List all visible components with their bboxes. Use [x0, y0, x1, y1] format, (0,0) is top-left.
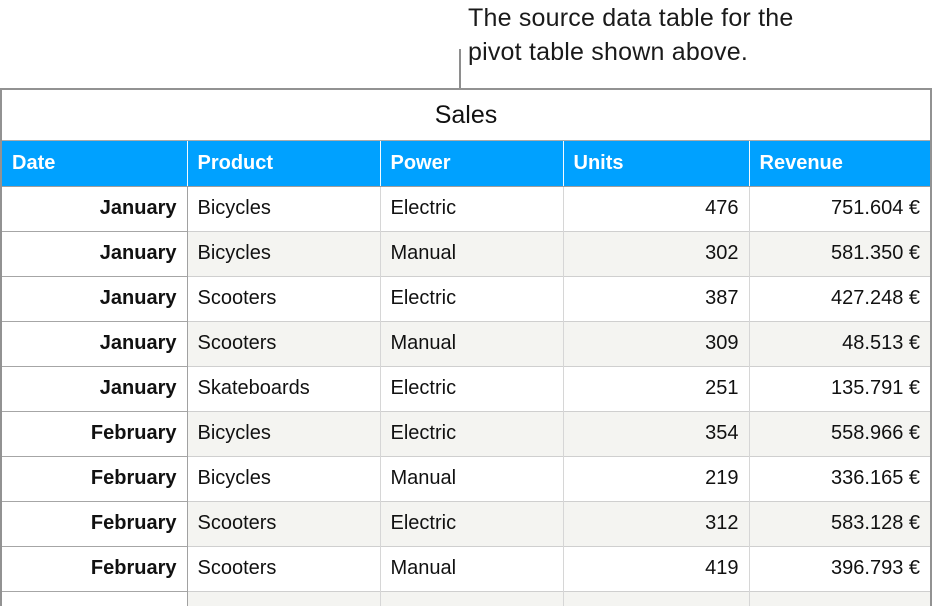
revenue-cell[interactable]: 583.128 €	[749, 500, 930, 546]
date-cell[interactable]: February	[2, 410, 188, 456]
power-cell[interactable]: Manual	[380, 545, 564, 591]
caption-connector-line	[459, 49, 461, 88]
power-cell[interactable]: Manual	[380, 320, 564, 366]
product-cell[interactable]: Scooters	[187, 545, 381, 591]
date-cell[interactable]: January	[2, 230, 188, 276]
units-cell[interactable]: 302	[563, 230, 750, 276]
table-row: February Bicycles Manual 219 336.165 €	[2, 455, 930, 501]
power-cell[interactable]	[380, 590, 564, 606]
column-header-units[interactable]: Units	[563, 141, 750, 187]
revenue-cell[interactable]: 751.604 €	[749, 186, 930, 231]
units-cell[interactable]: 476	[563, 186, 750, 231]
power-cell[interactable]: Manual	[380, 230, 564, 276]
date-cell[interactable]: February	[2, 500, 188, 546]
revenue-cell[interactable]: 427.248 €	[749, 275, 930, 321]
table-row: February Bicycles Electric 354 558.966 €	[2, 410, 930, 456]
source-data-table: Date Product Power Units Revenue January…	[2, 141, 930, 606]
date-cell[interactable]: January	[2, 186, 188, 231]
units-cell[interactable]: 251	[563, 365, 750, 411]
power-cell[interactable]: Electric	[380, 410, 564, 456]
table-row: January Bicycles Manual 302 581.350 €	[2, 230, 930, 276]
product-cell[interactable]: Bicycles	[187, 186, 381, 231]
product-cell[interactable]: Bicycles	[187, 455, 381, 501]
date-cell[interactable]: January	[2, 320, 188, 366]
power-cell[interactable]: Electric	[380, 275, 564, 321]
revenue-cell[interactable]: 135.791 €	[749, 365, 930, 411]
table-body: January Bicycles Electric 476 751.604 € Janua…	[2, 186, 930, 606]
units-cell[interactable]: 312	[563, 500, 750, 546]
product-cell[interactable]: Scooters	[187, 500, 381, 546]
date-cell[interactable]	[2, 590, 188, 606]
power-cell[interactable]: Electric	[380, 186, 564, 231]
units-cell[interactable]: 419	[563, 545, 750, 591]
units-cell[interactable]: 387	[563, 275, 750, 321]
table-row: January Scooters Electric 387 427.248 €	[2, 275, 930, 321]
revenue-cell[interactable]	[749, 590, 930, 606]
units-cell[interactable]: 354	[563, 410, 750, 456]
revenue-cell[interactable]: 581.350 €	[749, 230, 930, 276]
product-cell[interactable]: Bicycles	[187, 230, 381, 276]
table-row: January Skateboards Electric 251 135.791 €	[2, 365, 930, 411]
header-row: Date Product Power Units Revenue	[2, 141, 930, 187]
table-row: February Scooters Electric 312 583.128 €	[2, 500, 930, 546]
caption-line-2: pivot table shown above.	[468, 38, 748, 66]
product-cell[interactable]: Scooters	[187, 320, 381, 366]
units-cell[interactable]: 309	[563, 320, 750, 366]
column-header-date[interactable]: Date	[2, 141, 188, 187]
revenue-cell[interactable]: 336.165 €	[749, 455, 930, 501]
revenue-cell[interactable]: 48.513 €	[749, 320, 930, 366]
table-row: January Bicycles Electric 476 751.604 €	[2, 186, 930, 231]
table-row: February Scooters Manual 419 396.793 €	[2, 545, 930, 591]
column-header-revenue[interactable]: Revenue	[749, 141, 930, 187]
revenue-cell[interactable]: 558.966 €	[749, 410, 930, 456]
date-cell[interactable]: February	[2, 545, 188, 591]
product-cell[interactable]: Scooters	[187, 275, 381, 321]
power-cell[interactable]: Electric	[380, 365, 564, 411]
table-row: January Scooters Manual 309 48.513 €	[2, 320, 930, 366]
date-cell[interactable]: January	[2, 365, 188, 411]
date-cell[interactable]: February	[2, 455, 188, 501]
table-row	[2, 590, 930, 606]
date-cell[interactable]: January	[2, 275, 188, 321]
product-cell[interactable]: Bicycles	[187, 410, 381, 456]
power-cell[interactable]: Electric	[380, 500, 564, 546]
caption: The source data table for the pivot tabl…	[468, 1, 793, 69]
units-cell[interactable]: 219	[563, 455, 750, 501]
sales-table: Sales Date Product Power Units Revenue J…	[0, 88, 932, 606]
table-title[interactable]: Sales	[2, 90, 930, 141]
revenue-cell[interactable]: 396.793 €	[749, 545, 930, 591]
product-cell[interactable]	[187, 590, 381, 606]
power-cell[interactable]: Manual	[380, 455, 564, 501]
product-cell[interactable]: Skateboards	[187, 365, 381, 411]
column-header-power[interactable]: Power	[380, 141, 564, 187]
column-header-product[interactable]: Product	[187, 141, 381, 187]
caption-line-1: The source data table for the	[468, 4, 794, 32]
units-cell[interactable]	[563, 590, 750, 606]
